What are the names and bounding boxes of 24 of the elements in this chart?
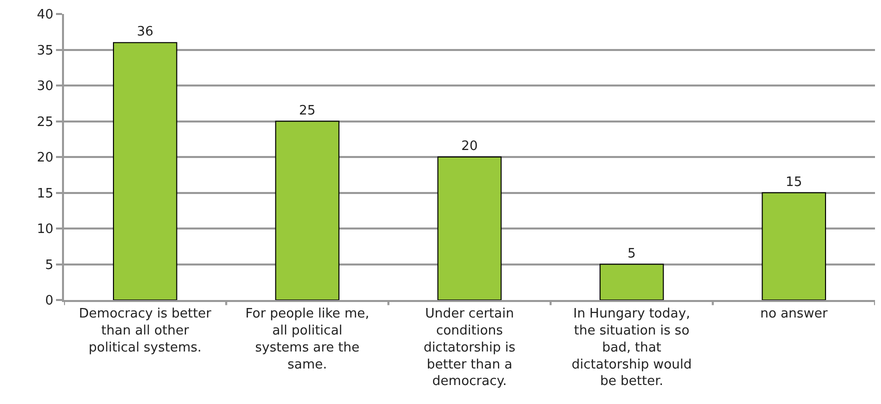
y-tick-label: 0 <box>45 294 54 309</box>
y-tick-label: 25 <box>36 114 54 130</box>
y-tick-label: 35 <box>36 43 54 58</box>
data-label: 36 <box>136 24 154 40</box>
x-tick-label: no answer <box>760 306 828 322</box>
x-tick-label: In Hungary today, the situation is so bad, that dictatorship would be better. <box>572 306 692 390</box>
bar <box>600 264 664 300</box>
y-tick-label: 10 <box>36 222 54 238</box>
y-tick-label: 40 <box>36 8 54 23</box>
data-label: 20 <box>461 139 478 154</box>
data-label: 5 <box>628 246 636 262</box>
data-label: 25 <box>299 103 316 118</box>
data-label: 15 <box>786 174 802 190</box>
bar <box>275 120 340 300</box>
x-tick-label: Under certain conditions dictatorship is better than a democracy. <box>424 306 516 390</box>
bar <box>762 192 826 300</box>
y-tick-label: 30 <box>36 79 54 94</box>
x-tick-label: Democracy is better than all other political systems. <box>78 306 212 356</box>
bar <box>437 156 502 300</box>
y-tick-label: 20 <box>36 150 54 166</box>
y-tick-label: 15 <box>36 186 54 202</box>
bar <box>112 42 178 300</box>
x-tick-label: For people like me, all political systems are the same. <box>245 306 370 372</box>
y-tick-label: 5 <box>45 258 54 273</box>
